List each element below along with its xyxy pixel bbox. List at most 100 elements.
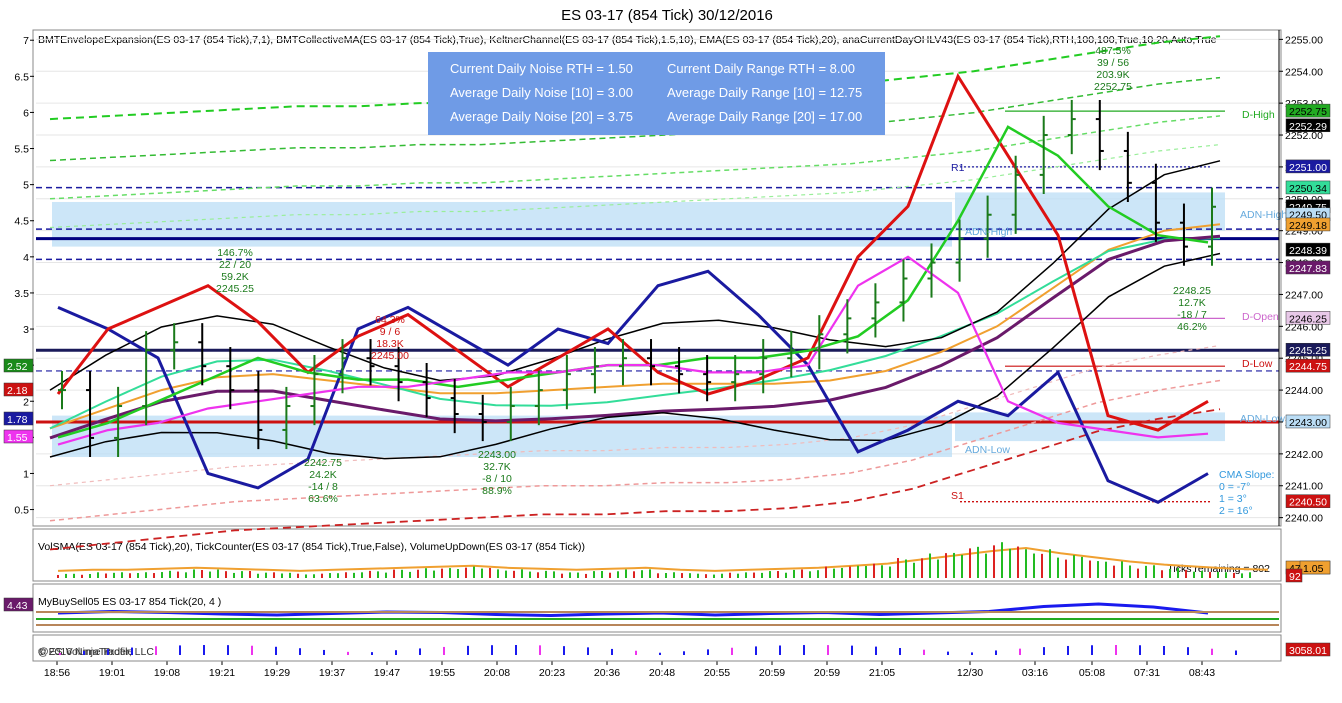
cma-slope-text: 1 = 3° — [1219, 493, 1247, 505]
annotation-line: 203.9K — [1096, 69, 1129, 81]
annotation-line: -8 / 10 — [482, 473, 512, 485]
level-label: S1 — [951, 490, 964, 502]
volume-badge-2-bg — [1299, 560, 1331, 575]
right-badge-bg — [1285, 311, 1331, 325]
right-badge-bg — [1285, 242, 1331, 257]
buysell-header: MyBuySell05 ES 03-17 854 Tick(20, 4 ) — [38, 596, 221, 608]
left-axis-tick-label: 1 — [23, 468, 29, 480]
annotation-line: 487.5% — [1095, 45, 1131, 57]
right-badge: 2252.29 — [1289, 121, 1327, 133]
annotation-line: -14 / 8 — [308, 481, 338, 493]
right-badge: 2243.00 — [1289, 417, 1327, 429]
right-badge-bg — [1285, 358, 1331, 373]
annotation-line: 64.3% — [375, 314, 405, 326]
annotation-line: 32.7K — [483, 461, 510, 473]
envelope-lower-3 — [49, 408, 1221, 551]
range-avg-20: Average Daily Range [20] = 17.00 — [667, 109, 862, 124]
envelope-upper-3 — [49, 115, 1221, 200]
cma-slope-text: 0 = -7° — [1219, 481, 1250, 493]
envelope-lower-2 — [49, 344, 1221, 487]
left-badge-bg — [3, 429, 34, 444]
noise-current: Current Daily Noise RTH = 1.50 — [450, 61, 633, 76]
level-label: ADN-Low — [1240, 413, 1285, 425]
level-label: ADN-Low — [965, 444, 1010, 456]
annotation-line: 46.2% — [1177, 321, 1207, 333]
x-axis-tick-label: 20:23 — [539, 667, 565, 679]
level-label: ADN-High — [965, 226, 1012, 238]
right-badge: 2252.75 — [1289, 106, 1327, 118]
x-axis-tick-label: 19:01 — [99, 667, 125, 679]
profile-header: @ES Volume Profile — [38, 646, 133, 658]
main-panel-frame — [32, 29, 1282, 527]
x-axis-tick-label: 21:05 — [869, 667, 895, 679]
right-badge-bg — [1285, 180, 1331, 195]
cma-slope-text: 2 = 16° — [1219, 505, 1253, 517]
noise-osc-magenta — [57, 255, 1209, 446]
annotation-line: 24.2K — [309, 469, 336, 481]
left-axis-tick-label: 5.5 — [14, 144, 29, 156]
right-axis-tick-label: 2255.00 — [1285, 34, 1323, 46]
keltner-upper — [49, 160, 1221, 391]
indicator-header: BMTEnvelopeExpansion(ES 03-17 (854 Tick)… — [38, 34, 1217, 46]
right-badge-bg — [1285, 342, 1331, 357]
left-axis-tick-label: 4.5 — [14, 216, 29, 228]
level-label: D-Open — [1242, 311, 1279, 323]
right-axis-tick-label: 2254.00 — [1285, 66, 1323, 78]
cma-fast-line — [49, 237, 1221, 430]
right-badge-bg — [1285, 159, 1331, 174]
left-badge: 1.55 — [7, 432, 28, 444]
right-badge: 2251.00 — [1289, 162, 1327, 174]
level-label: R1 — [951, 162, 965, 174]
profile-badge-bg — [1285, 642, 1331, 657]
x-axis-tick-label: 12/30 — [957, 667, 983, 679]
x-axis-tick-label: 03:16 — [1022, 667, 1048, 679]
price-bars-layer — [58, 99, 1216, 458]
annotation-line: 9 / 6 — [380, 326, 401, 338]
x-axis-tick-label: 05:08 — [1079, 667, 1105, 679]
left-badge-bg — [3, 411, 34, 426]
x-axis-tick-label: 18:56 — [44, 667, 70, 679]
left-badge-bg — [3, 382, 34, 397]
profile-badge: 3058.01 — [1289, 645, 1327, 657]
buysell-badge: 4.43 — [7, 600, 28, 612]
lines-layer — [36, 35, 1279, 618]
right-badge-bg — [1285, 260, 1331, 275]
level-label: D-Low — [1242, 358, 1273, 370]
right-badge: 2249.18 — [1289, 220, 1327, 232]
envelope-upper-2 — [49, 76, 1221, 162]
x-axis-tick-label: 20:59 — [759, 667, 785, 679]
tick-counter-badge: 92 — [1289, 571, 1301, 583]
x-axis-tick-label: 20:36 — [594, 667, 620, 679]
keltner-lower — [49, 252, 1221, 460]
noise-stats-box: Current Daily Noise RTH = 1.50 Average D… — [428, 52, 885, 135]
window-title: ES 03-17 (854 Tick) 30/12/2016 — [561, 7, 773, 24]
left-axis-tick-label: 0.5 — [14, 505, 29, 517]
x-axis-tick-label: 08:43 — [1189, 667, 1215, 679]
copyright: © 2016 NinjaTrader, LLC — [38, 646, 154, 658]
buysell-layer: 4.43 — [3, 597, 1279, 626]
right-axis-tick-label: 2241.00 — [1285, 481, 1323, 493]
annotation-line: 88.9% — [482, 485, 512, 497]
left-badge-bg — [3, 358, 34, 373]
annotation-line: 39 / 56 — [1097, 57, 1129, 69]
x-axis-tick-label: 19:47 — [374, 667, 400, 679]
tick-counter-badge-bg — [1285, 568, 1303, 583]
annotation-line: 2252.75 — [1094, 81, 1132, 93]
x-axis-tick-label: 19:55 — [429, 667, 455, 679]
x-axis-tick-label: 20:59 — [814, 667, 840, 679]
left-axis-tick-label: 2 — [23, 396, 29, 408]
right-axis-tick-label: 2240.00 — [1285, 513, 1323, 525]
right-badge: 2250.34 — [1289, 183, 1327, 195]
volume-header: VolSMA(ES 03-17 (854 Tick),20), TickCoun… — [38, 541, 585, 553]
left-axis-tick-label: 4 — [23, 252, 29, 264]
right-badge: 2240.50 — [1289, 497, 1327, 509]
right-axis-tick-label: 2242.00 — [1285, 449, 1323, 461]
